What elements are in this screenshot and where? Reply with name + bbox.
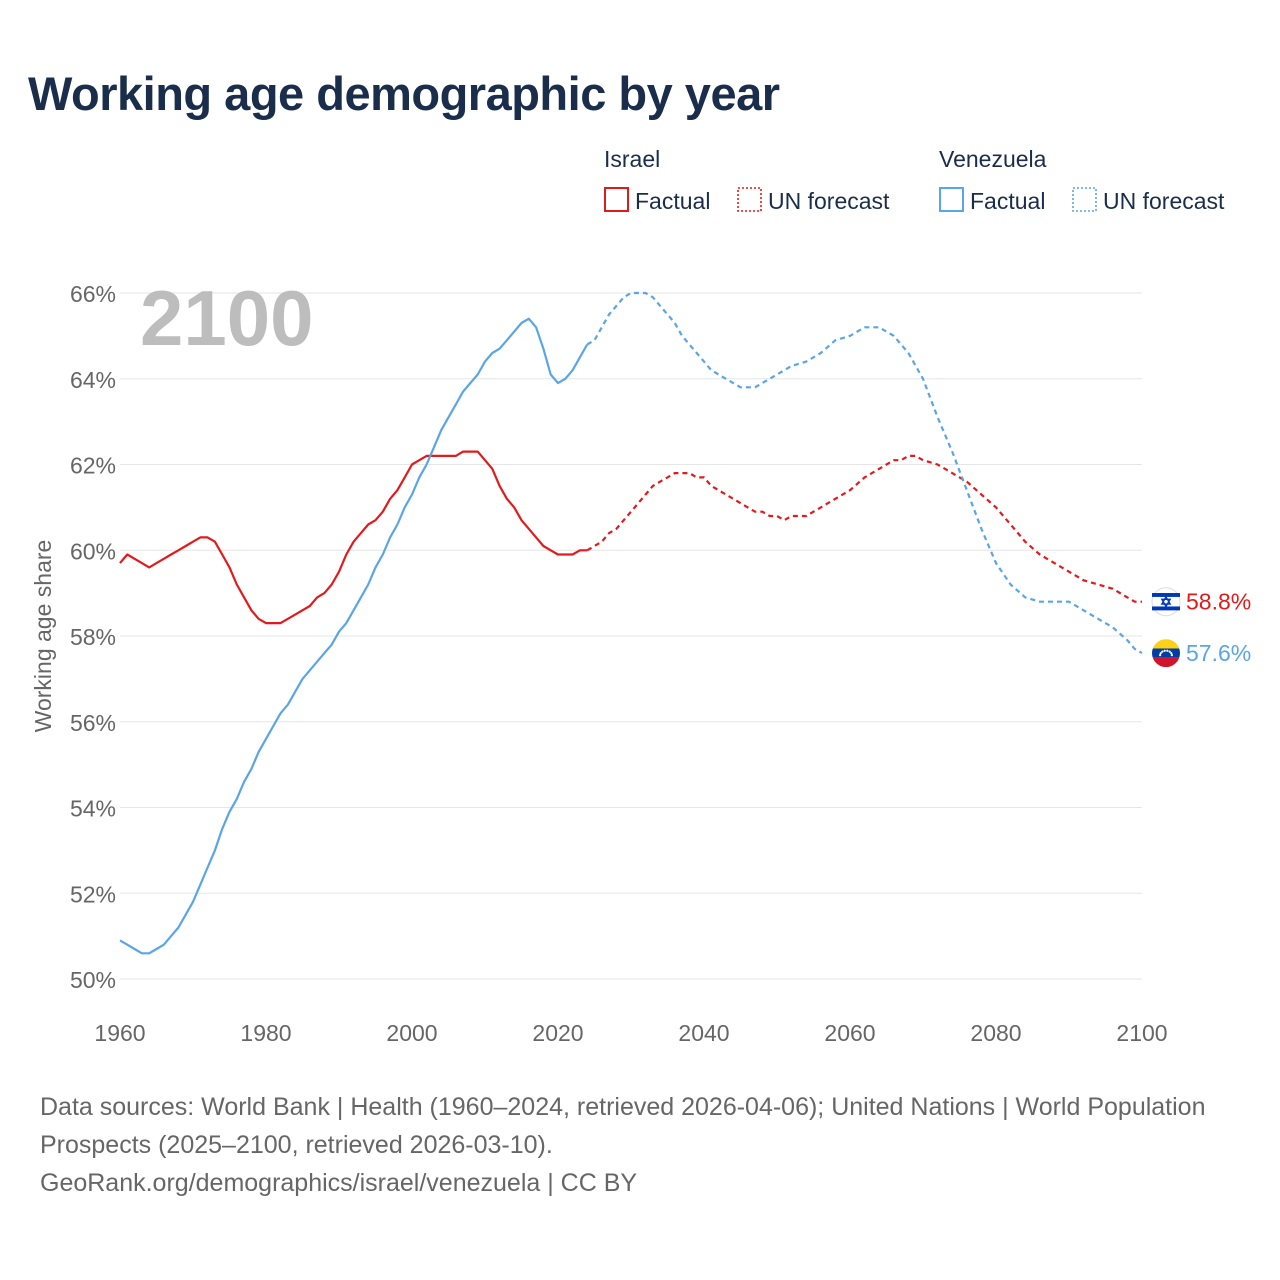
legend-title-israel: Israel [604,146,660,172]
end-label-israel: 58.8% [1186,589,1251,615]
flag-stripe [1152,657,1180,668]
legend-swatch-forecast [1072,187,1097,212]
flag-star [1168,650,1171,653]
flag-stripe [1152,593,1180,597]
y-tick-label: 50% [70,967,116,993]
legend-label-factual: Factual [970,188,1045,214]
flag-star [1170,654,1173,657]
end-label-venezuela: 57.6% [1186,640,1251,666]
flag-star [1170,652,1173,655]
x-tick-label: 2080 [970,1020,1021,1046]
series-line-israel-forecast [586,454,1142,603]
y-tick-label: 54% [70,796,116,822]
x-tick-label: 2100 [1116,1020,1167,1046]
legend-title-venezuela: Venezuela [939,146,1047,172]
flag-star [1159,652,1162,655]
end-marker-venezuela [1152,639,1180,668]
flag-star [1163,649,1166,652]
series-line-israel-factual [119,450,588,625]
flag-star [1166,649,1169,652]
x-tick-label: 2040 [678,1020,729,1046]
y-axis-label: Working age share [30,540,56,733]
sources-link[interactable]: GeoRank.org/demographics/israel/venezuel… [40,1169,638,1197]
x-tick-label: 2020 [532,1020,583,1046]
legend-label-factual: Factual [635,188,710,214]
chart-title: Working age demographic by year [28,67,780,120]
legend-swatch-forecast [737,187,762,212]
legend-swatch-factual [604,187,629,212]
end-marker-israel [1151,587,1181,617]
flag-bg [1151,587,1181,617]
legend-swatch-factual [939,187,964,212]
y-tick-label: 52% [70,881,116,907]
flag-stripe [1152,648,1180,658]
y-tick-label: 60% [70,538,116,564]
flag-star [1160,598,1172,608]
series-line-venezuela-factual [119,317,589,955]
flag-star [1160,595,1172,605]
chart: 50% 52% 54% 56% 58% 60% 62% 64% 66% 1960 1980 2000 2… [30,146,1251,1046]
flag-star [1161,650,1164,653]
legend-label-forecast: UN forecast [1103,188,1225,214]
y-tick-label: 56% [70,710,116,736]
y-tick-label: 66% [70,281,116,307]
flag-star [1159,654,1162,657]
legend-label-forecast: UN forecast [768,188,890,214]
x-tick-label: 2060 [824,1020,875,1046]
x-tick-label: 1980 [240,1020,291,1046]
y-tick-label: 58% [70,624,116,650]
flag-stripe [1152,606,1180,611]
x-tick-label: 1960 [94,1020,145,1046]
series-line-venezuela-forecast [586,291,1143,655]
y-tick-label: 62% [70,453,116,479]
x-tick-label: 2000 [386,1020,437,1046]
sources-text: Data sources: World Bank | Health (1960–… [40,1093,1206,1159]
year-label: 2100 [140,274,314,362]
flag-body [1152,639,1180,668]
data-sources: Data sources: World Bank | Health (1960–… [40,1088,1220,1202]
y-tick-label: 64% [70,367,116,393]
flag-stripe [1152,639,1180,649]
